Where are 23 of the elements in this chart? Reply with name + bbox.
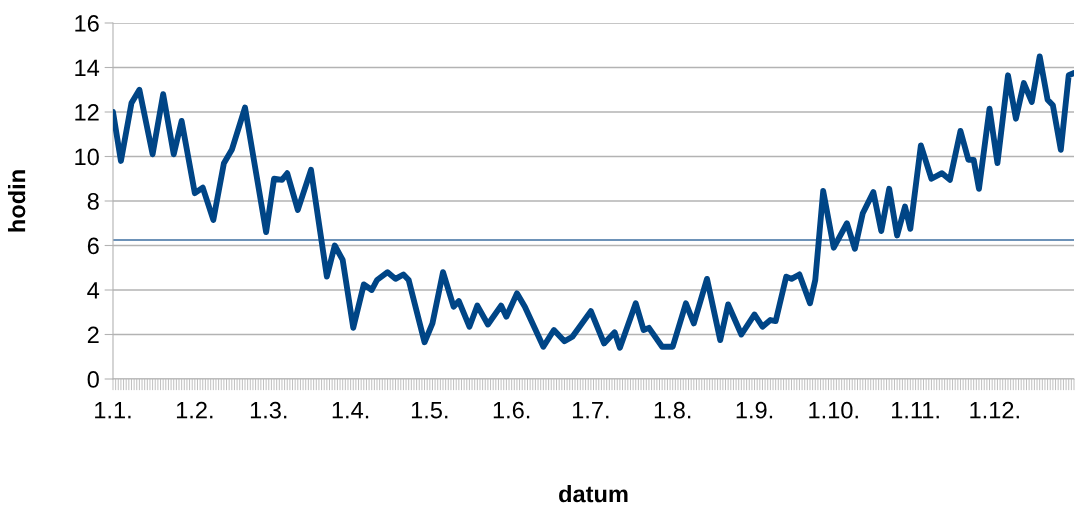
x-tick-label: 1.12. (970, 401, 1019, 419)
y-tick-label: 8 (87, 193, 99, 210)
x-tick-label: 1.9. (736, 401, 773, 419)
y-tick-label: 0 (87, 371, 99, 388)
x-tick-label: 1.8. (654, 401, 691, 419)
y-tick-label: 14 (75, 59, 100, 77)
x-tick-label: 1.4. (332, 402, 369, 419)
x-tick-label: 1.2. (176, 401, 213, 419)
x-tick-label: 1.3. (250, 401, 287, 419)
y-tick-label: 12 (75, 104, 99, 121)
x-tick-label: 1.10. (809, 401, 858, 419)
y-axis-title: hodin (7, 170, 26, 232)
x-tick-label: 1.5. (411, 402, 448, 419)
y-tick-label: 16 (75, 15, 99, 32)
x-tick-label: 1.6. (493, 401, 530, 419)
x-tick-label: 1.1. (95, 402, 131, 419)
x-axis-title: datum (559, 485, 628, 503)
y-tick-label: 10 (75, 148, 99, 166)
y-tick-label: 2 (87, 326, 99, 344)
x-tick-label: 1.7. (572, 402, 609, 419)
y-tick-label: 4 (87, 282, 100, 299)
y-tick-label: 6 (87, 237, 99, 255)
x-tick-label: 1.11. (892, 402, 939, 419)
